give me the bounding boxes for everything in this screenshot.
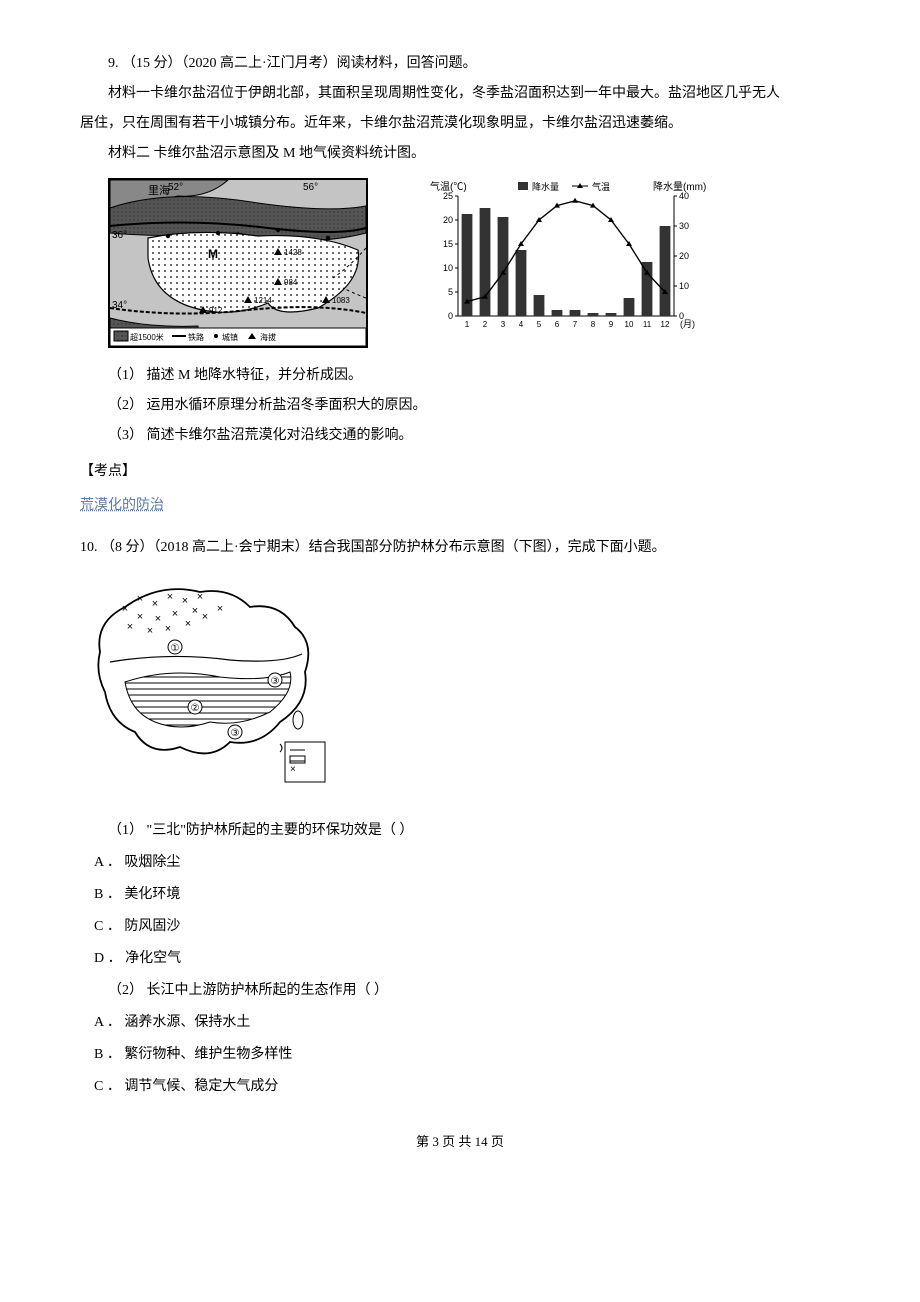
q10-sub2-opt-c: C ． 调节气候、稳定大气成分 bbox=[94, 1073, 840, 1101]
svg-text:56°: 56° bbox=[303, 182, 318, 193]
q10-heading: 10. （8 分）（2018 高二上·会宁期末）结合我国部分防护林分布示意图（下… bbox=[80, 534, 840, 562]
svg-text:7: 7 bbox=[573, 320, 578, 329]
svg-text:3: 3 bbox=[501, 320, 506, 329]
svg-text:40: 40 bbox=[679, 191, 689, 201]
svg-text:里海: 里海 bbox=[148, 183, 170, 197]
svg-text:0: 0 bbox=[448, 311, 453, 321]
q10-sub2-q: （2） 长江中上游防护林所起的生态作用（ ） bbox=[80, 977, 840, 1005]
climate-svg: 气温(℃)降水量(mm)降水量气温05101520250102030401234… bbox=[428, 178, 708, 338]
svg-text:984: 984 bbox=[284, 278, 298, 287]
salt-marsh-map: 里海 M 1428 984 1214 1083 912 52° 56° 36° 34° 超1500米 铁… bbox=[108, 178, 368, 348]
svg-text:25: 25 bbox=[443, 191, 453, 201]
q10-sub1-opt-a: A ． 吸烟除尘 bbox=[94, 849, 840, 877]
svg-text:20: 20 bbox=[679, 251, 689, 261]
svg-text:×: × bbox=[165, 623, 171, 635]
svg-text:×: × bbox=[172, 608, 178, 620]
page-footer: 第 3 页 共 14 页 bbox=[80, 1129, 840, 1155]
svg-text:9: 9 bbox=[609, 320, 614, 329]
svg-text:5: 5 bbox=[537, 320, 542, 329]
svg-text:③: ③ bbox=[231, 728, 240, 739]
svg-text:M: M bbox=[208, 247, 218, 261]
svg-text:4: 4 bbox=[519, 320, 524, 329]
svg-text:×: × bbox=[197, 591, 203, 603]
svg-text:2: 2 bbox=[483, 320, 488, 329]
q9-figures-row: 里海M14289841214108391252°56°36°34°超1500米铁… bbox=[108, 178, 840, 348]
svg-text:30: 30 bbox=[679, 221, 689, 231]
svg-text:×: × bbox=[217, 603, 223, 615]
q10-sub1-opt-c: C ． 防风固沙 bbox=[94, 913, 840, 941]
svg-text:1428: 1428 bbox=[284, 248, 302, 257]
china-map-svg: ××××××××××××××××①②③③× bbox=[80, 572, 330, 792]
climate-chart: 气温(℃)降水量(mm)降水量气温05101520250102030401234… bbox=[428, 178, 708, 338]
svg-text:6: 6 bbox=[555, 320, 560, 329]
q9-material2: 材料二 卡维尔盐沼示意图及 M 地气候资料统计图。 bbox=[80, 140, 840, 168]
svg-text:10: 10 bbox=[625, 320, 634, 329]
svg-text:×: × bbox=[167, 591, 173, 603]
svg-text:1083: 1083 bbox=[332, 296, 350, 305]
svg-text:5: 5 bbox=[448, 287, 453, 297]
svg-text:(月): (月) bbox=[680, 319, 695, 329]
svg-text:×: × bbox=[202, 611, 208, 623]
svg-text:①: ① bbox=[171, 643, 180, 654]
svg-text:×: × bbox=[182, 595, 188, 607]
svg-text:10: 10 bbox=[679, 281, 689, 291]
svg-text:10: 10 bbox=[443, 263, 453, 273]
svg-text:52°: 52° bbox=[168, 182, 183, 193]
china-map: ××××××××××××××××①②③③× bbox=[80, 572, 840, 803]
svg-text:海拔: 海拔 bbox=[260, 332, 276, 342]
svg-text:20: 20 bbox=[443, 215, 453, 225]
svg-text:×: × bbox=[152, 598, 158, 610]
q10-sub2-opt-a: A ． 涵养水源、保持水土 bbox=[94, 1009, 840, 1037]
svg-text:×: × bbox=[137, 593, 143, 605]
svg-text:③: ③ bbox=[271, 676, 280, 687]
q9-material1-line1: 材料一卡维尔盐沼位于伊朗北部，其面积呈现周期性变化，冬季盐沼面积达到一年中最大。… bbox=[80, 80, 840, 108]
svg-text:36°: 36° bbox=[112, 230, 127, 241]
svg-text:8: 8 bbox=[591, 320, 596, 329]
q9-material1-line2: 居住，只在周围有若干小城镇分布。近年来，卡维尔盐沼荒漠化现象明显，卡维尔盐沼迅速… bbox=[80, 110, 840, 138]
svg-text:降水量: 降水量 bbox=[532, 181, 559, 192]
svg-text:×: × bbox=[122, 603, 128, 615]
svg-text:12: 12 bbox=[661, 320, 670, 329]
svg-text:34°: 34° bbox=[112, 300, 127, 311]
svg-text:铁路: 铁路 bbox=[188, 332, 204, 342]
q9-sub2: （2） 运用水循环原理分析盐沼冬季面积大的原因。 bbox=[80, 392, 840, 420]
svg-text:②: ② bbox=[191, 703, 200, 714]
svg-text:×: × bbox=[192, 605, 198, 617]
svg-text:912: 912 bbox=[209, 306, 223, 315]
salt-map-svg: 里海 M 1428 984 1214 1083 912 52° 56° 36° 34° 超1500米 铁… bbox=[108, 178, 368, 348]
q10-sub1-q: （1） "三北"防护林所起的主要的环保功效是（ ） bbox=[80, 817, 840, 845]
svg-text:×: × bbox=[155, 613, 161, 625]
svg-text:×: × bbox=[147, 625, 153, 637]
svg-text:城镇: 城镇 bbox=[222, 332, 238, 342]
svg-text:×: × bbox=[185, 618, 191, 630]
svg-text:1: 1 bbox=[465, 320, 470, 329]
svg-text:×: × bbox=[290, 764, 296, 775]
svg-text:×: × bbox=[127, 621, 133, 633]
svg-text:11: 11 bbox=[643, 320, 652, 329]
q10-sub2-opt-b: B ． 繁衍物种、维护生物多样性 bbox=[94, 1041, 840, 1069]
q9-heading: 9. （15 分）（2020 高二上·江门月考）阅读材料，回答问题。 bbox=[80, 50, 840, 78]
kaodian-label: 【考点】 bbox=[80, 458, 840, 486]
svg-text:×: × bbox=[137, 611, 143, 623]
svg-text:超1500米: 超1500米 bbox=[130, 332, 164, 342]
svg-text:15: 15 bbox=[443, 239, 453, 249]
topic-link[interactable]: 荒漠化的防治 bbox=[80, 492, 164, 520]
q10-sub1-opt-d: D ． 净化空气 bbox=[94, 945, 840, 973]
q10-sub1-opt-b: B ． 美化环境 bbox=[94, 881, 840, 909]
q9-sub1: （1） 描述 M 地降水特征，并分析成因。 bbox=[80, 362, 840, 390]
q9-sub3: （3） 简述卡维尔盐沼荒漠化对沿线交通的影响。 bbox=[80, 422, 840, 450]
svg-text:气温: 气温 bbox=[592, 181, 610, 192]
svg-text:1214: 1214 bbox=[254, 296, 272, 305]
